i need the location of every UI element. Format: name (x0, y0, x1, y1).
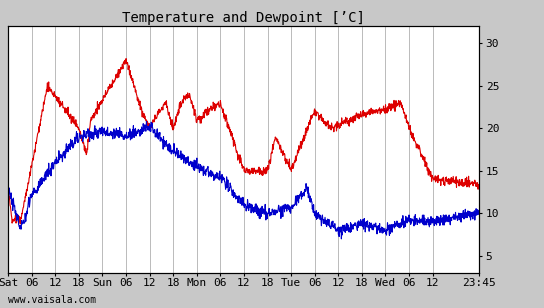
Text: www.vaisala.com: www.vaisala.com (8, 295, 96, 305)
Title: Temperature and Dewpoint [’C]: Temperature and Dewpoint [’C] (122, 11, 365, 25)
